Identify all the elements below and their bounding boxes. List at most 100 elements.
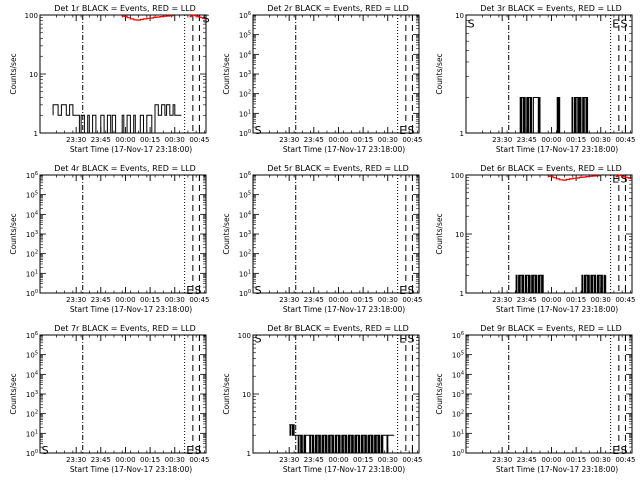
panel-det-1r: Det 1r BLACK = Events, RED = LLD Counts/s…: [9, 4, 210, 154]
y-tick-label: 105: [26, 351, 38, 360]
end-marker-label: E: [612, 17, 619, 30]
lld-series-line: [548, 175, 600, 181]
x-tick-label: 00:30: [165, 296, 185, 304]
panel-det-7r: Det 7r BLACK = Events, RED = LLD Counts/s…: [9, 324, 210, 474]
y-tick-label: 102: [239, 250, 251, 259]
x-tick-label: 23:30: [66, 136, 86, 144]
x-tick-label: 00:45: [615, 296, 635, 304]
end-marker-label: E: [399, 332, 406, 345]
plot-frame: [252, 14, 420, 134]
x-tick-label: 23:30: [492, 456, 512, 464]
y-tick-label: 106: [239, 11, 251, 20]
y-tick-label: 101: [26, 269, 38, 278]
start-marker-label: S: [194, 284, 201, 297]
y-tick-label: 100: [238, 332, 251, 340]
y-axis-label: Counts/sec: [435, 213, 444, 254]
y-tick-label: 103: [239, 230, 251, 239]
x-tick-label: 00:00: [115, 136, 135, 144]
x-tick-label: 00:45: [189, 456, 209, 464]
chart-title: Det 4r BLACK = Events, RED = LLD: [54, 164, 196, 173]
y-axis-label: Counts/sec: [222, 53, 231, 94]
y-tick-label: 100: [25, 12, 38, 20]
y-tick-label: 105: [26, 191, 38, 200]
x-axis-label: Start Time (17-Nov-17 23:18:00): [496, 145, 618, 154]
y-tick-label: 106: [26, 171, 38, 180]
y-tick-label: 100: [239, 129, 251, 138]
start-marker-label: S: [620, 172, 627, 185]
panel-det-3r: Det 3r BLACK = Events, RED = LLD Counts/s…: [435, 4, 636, 154]
events-series-line: [289, 424, 395, 454]
y-tick-label: 1: [34, 130, 38, 138]
y-tick-label: 102: [239, 90, 251, 99]
end-marker-label: E: [186, 284, 193, 297]
y-tick-label: 106: [239, 171, 251, 180]
x-tick-label: 23:30: [279, 136, 299, 144]
y-tick-label: 100: [239, 289, 251, 298]
panel-det-6r: Det 6r BLACK = Events, RED = LLD Counts/s…: [435, 164, 636, 314]
x-axis-label: Start Time (17-Nov-17 23:18:00): [496, 305, 618, 314]
x-tick-label: 00:30: [378, 456, 398, 464]
x-tick-label: 23:30: [66, 296, 86, 304]
x-tick-label: 00:00: [541, 296, 561, 304]
x-tick-label: 23:45: [91, 456, 111, 464]
x-axis-label: Start Time (17-Nov-17 23:18:00): [70, 145, 192, 154]
start-marker-label: S: [203, 12, 210, 25]
x-tick-label: 00:45: [402, 296, 422, 304]
plot-frame: [252, 174, 420, 294]
start-marker-label: S: [255, 332, 262, 345]
y-tick-label: 10: [455, 12, 464, 20]
y-tick-label: 106: [26, 331, 38, 340]
y-axis-label: Counts/sec: [435, 53, 444, 94]
start-marker-label: S: [620, 17, 627, 30]
x-axis-label: Start Time (17-Nov-17 23:18:00): [283, 145, 405, 154]
y-axis-label: Counts/sec: [222, 213, 231, 254]
x-tick-label: 00:15: [566, 136, 586, 144]
plot-frame: [465, 14, 633, 134]
x-tick-label: 23:45: [304, 296, 324, 304]
events-series-line: [518, 97, 589, 134]
x-tick-label: 00:15: [140, 456, 160, 464]
y-tick-label: 101: [239, 269, 251, 278]
chart-title: Det 6r BLACK = Events, RED = LLD: [480, 164, 622, 173]
plot-frame: [465, 334, 633, 454]
chart-title: Det 5r BLACK = Events, RED = LLD: [267, 164, 409, 173]
x-tick-label: 00:00: [541, 456, 561, 464]
panel-det-9r: Det 9r BLACK = Events, RED = LLD Counts/s…: [435, 324, 636, 474]
chart-title: Det 7r BLACK = Events, RED = LLD: [54, 324, 196, 333]
x-tick-label: 23:45: [517, 456, 537, 464]
plot-frame: [465, 174, 633, 294]
y-tick-label: 105: [239, 31, 251, 40]
panel-det-8r: Det 8r BLACK = Events, RED = LLD Counts/s…: [222, 324, 423, 474]
x-tick-label: 00:00: [328, 456, 348, 464]
y-axis-label: Counts/sec: [9, 373, 18, 414]
x-tick-label: 23:30: [492, 136, 512, 144]
y-tick-label: 104: [26, 370, 38, 379]
y-tick-label: 101: [26, 429, 38, 438]
y-tick-label: 106: [452, 331, 464, 340]
y-axis-label: Counts/sec: [9, 213, 18, 254]
x-tick-label: 00:15: [140, 296, 160, 304]
x-axis-label: Start Time (17-Nov-17 23:18:00): [70, 465, 192, 474]
x-tick-label: 23:30: [279, 296, 299, 304]
y-axis-label: Counts/sec: [435, 373, 444, 414]
x-tick-label: 23:30: [66, 456, 86, 464]
x-tick-label: 00:00: [115, 456, 135, 464]
x-tick-label: 23:30: [492, 296, 512, 304]
x-tick-label: 00:45: [402, 456, 422, 464]
x-tick-label: 23:45: [91, 296, 111, 304]
panel-det-2r: Det 2r BLACK = Events, RED = LLD Counts/s…: [222, 4, 423, 154]
lld-series-line: [122, 15, 174, 21]
y-tick-label: 103: [239, 70, 251, 79]
x-tick-label: 23:45: [304, 136, 324, 144]
x-tick-label: 00:00: [328, 296, 348, 304]
x-tick-label: 00:30: [165, 456, 185, 464]
y-tick-label: 101: [239, 109, 251, 118]
x-tick-label: 00:15: [353, 136, 373, 144]
y-tick-label: 102: [452, 410, 464, 419]
y-tick-label: 1: [460, 130, 464, 138]
x-tick-label: 00:45: [615, 136, 635, 144]
x-tick-label: 00:45: [189, 136, 209, 144]
y-tick-label: 1: [460, 290, 464, 298]
x-tick-label: 00:30: [378, 136, 398, 144]
start-marker-label: S: [194, 444, 201, 457]
